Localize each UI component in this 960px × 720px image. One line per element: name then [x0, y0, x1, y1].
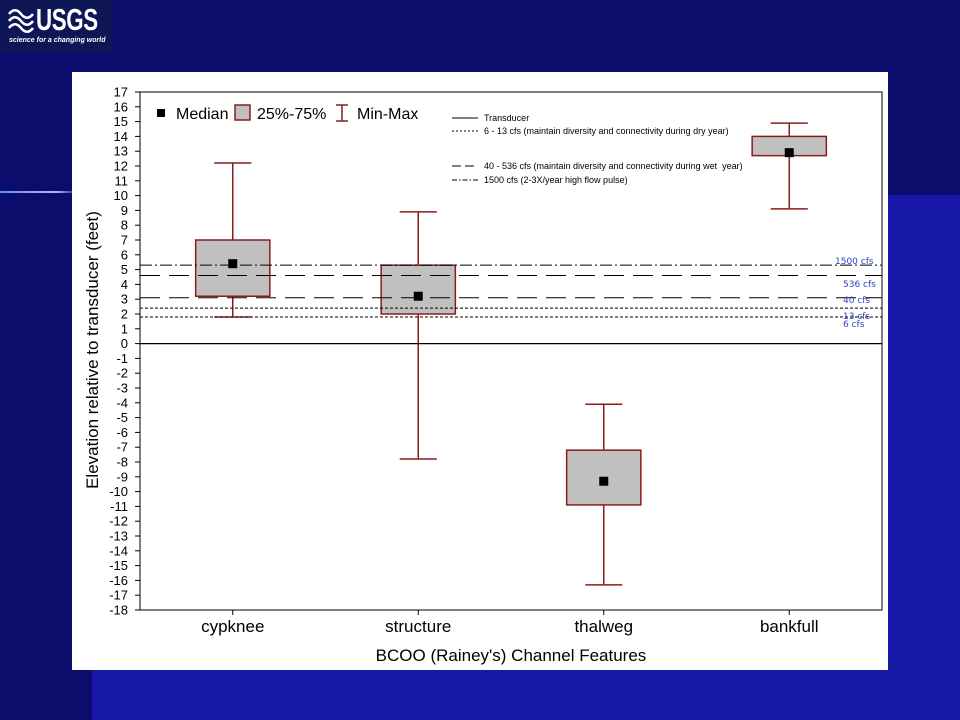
- line-legend: Transducer 6 - 13 cfs (maintain diversity…: [452, 113, 743, 185]
- y-tick-label: 15: [114, 114, 128, 129]
- y-tick-label: -11: [110, 499, 128, 514]
- y-tick-label: 9: [121, 203, 128, 218]
- reference-line-label: 536 cfs: [843, 280, 876, 290]
- y-tick-label: -18: [109, 603, 128, 618]
- y-tick-label: -15: [109, 558, 128, 573]
- y-tick-label: -7: [116, 440, 128, 455]
- logo-tagline: science for a changing world: [9, 37, 106, 44]
- usgs-logo: USGS science for a changing world: [0, 0, 112, 52]
- y-tick-label: -14: [109, 543, 128, 558]
- y-tick-label: -3: [116, 381, 128, 396]
- y-tick-label: 3: [121, 292, 128, 307]
- usgs-wave-icon: [8, 8, 34, 34]
- box-legend: Median 25%-75% Min-Max: [157, 104, 418, 123]
- plot-area: [139, 91, 883, 611]
- legend-line-label: 6 - 13 cfs (maintain diversity and conne…: [484, 126, 729, 136]
- y-tick-label: 16: [114, 99, 128, 114]
- x-tick-label-cypknee: cypknee: [201, 617, 264, 636]
- x-tick-label-thalweg: thalweg: [574, 617, 633, 636]
- median-legend-label: Median: [176, 106, 228, 123]
- reference-line-label: 1500 cfs: [835, 257, 874, 267]
- y-tick-label: 17: [114, 85, 128, 100]
- y-tick-label: -10: [109, 484, 128, 499]
- boxes: [194, 122, 828, 586]
- y-tick-label: -5: [116, 410, 128, 425]
- legend-line-label: Transducer: [484, 113, 529, 123]
- y-tick-label: -2: [116, 366, 128, 381]
- y-tick-label: -1: [116, 351, 128, 366]
- y-tick-label: 8: [121, 218, 128, 233]
- median-marker: [413, 291, 423, 301]
- y-tick-label: 14: [114, 129, 128, 144]
- y-tick-label: -9: [116, 469, 128, 484]
- divider-line: [0, 191, 80, 193]
- y-tick-label: 12: [114, 159, 128, 174]
- logo-wordmark: USGS: [36, 2, 98, 37]
- median-marker: [228, 259, 238, 269]
- medians: [228, 148, 794, 486]
- y-axis: 17161514131211109876543210-1-2-3-4-5-6-7…: [83, 85, 140, 618]
- box-bankfull: [751, 122, 828, 210]
- box-interquartile: [194, 239, 271, 297]
- y-tick-label: 2: [121, 307, 128, 322]
- y-tick-label: 5: [121, 262, 128, 277]
- plot-frame: [139, 91, 883, 611]
- y-tick-label: -12: [109, 514, 128, 529]
- box-thalweg: [565, 403, 642, 586]
- y-tick-label: 6: [121, 247, 128, 262]
- x-axis-title: BCOO (Rainey's) Channel Features: [376, 646, 647, 665]
- y-tick-label: -8: [116, 455, 128, 470]
- reference-line-label: 40 cfs: [843, 296, 870, 306]
- whisker-legend-marker: [336, 104, 348, 122]
- box-cypknee: [194, 162, 271, 318]
- whisker-legend-label: Min-Max: [357, 106, 418, 123]
- box-plot-chart: 17161514131211109876543210-1-2-3-4-5-6-7…: [83, 85, 883, 665]
- y-tick-label: 1: [121, 321, 128, 336]
- y-tick-label: -17: [109, 588, 128, 603]
- y-tick-label: -4: [116, 395, 128, 410]
- box-interquartile: [380, 264, 457, 315]
- legend-line-label: 40 - 536 cfs (maintain diversity and con…: [484, 161, 743, 171]
- chart-panel: 17 16 15 14 13 12 11 10 9 8 7 6 5 4 3 2 1 0 -1 -2 -3 -4 -5 -6 -7…: [72, 72, 888, 670]
- y-tick-label: -16: [109, 573, 128, 588]
- y-tick-label: -6: [116, 425, 128, 440]
- box-legend-marker: [234, 104, 251, 121]
- y-tick-label: 11: [115, 173, 129, 188]
- y-tick-label: 10: [114, 188, 128, 203]
- legend-line-label: 1500 cfs (2-3X/year high flow pulse): [484, 175, 628, 185]
- y-tick-label: 7: [121, 233, 128, 248]
- box-structure: [380, 211, 457, 460]
- x-tick-label-bankfull: bankfull: [760, 617, 819, 636]
- y-tick-label: 0: [121, 336, 128, 351]
- median-marker: [599, 476, 609, 486]
- median-legend-marker: [157, 109, 165, 117]
- y-tick-label: 13: [114, 144, 128, 159]
- y-axis-title: Elevation relative to transducer (feet): [83, 211, 102, 489]
- y-tick-label: 4: [121, 277, 128, 292]
- reference-line-label: 6 cfs: [843, 320, 865, 330]
- median-marker: [784, 148, 794, 158]
- box-legend-label: 25%-75%: [257, 106, 326, 123]
- y-tick-label: -13: [109, 529, 128, 544]
- x-axis: cypknee structure thalweg bankfull BCOO (Rai…: [201, 610, 819, 665]
- x-tick-label-structure: structure: [385, 617, 451, 636]
